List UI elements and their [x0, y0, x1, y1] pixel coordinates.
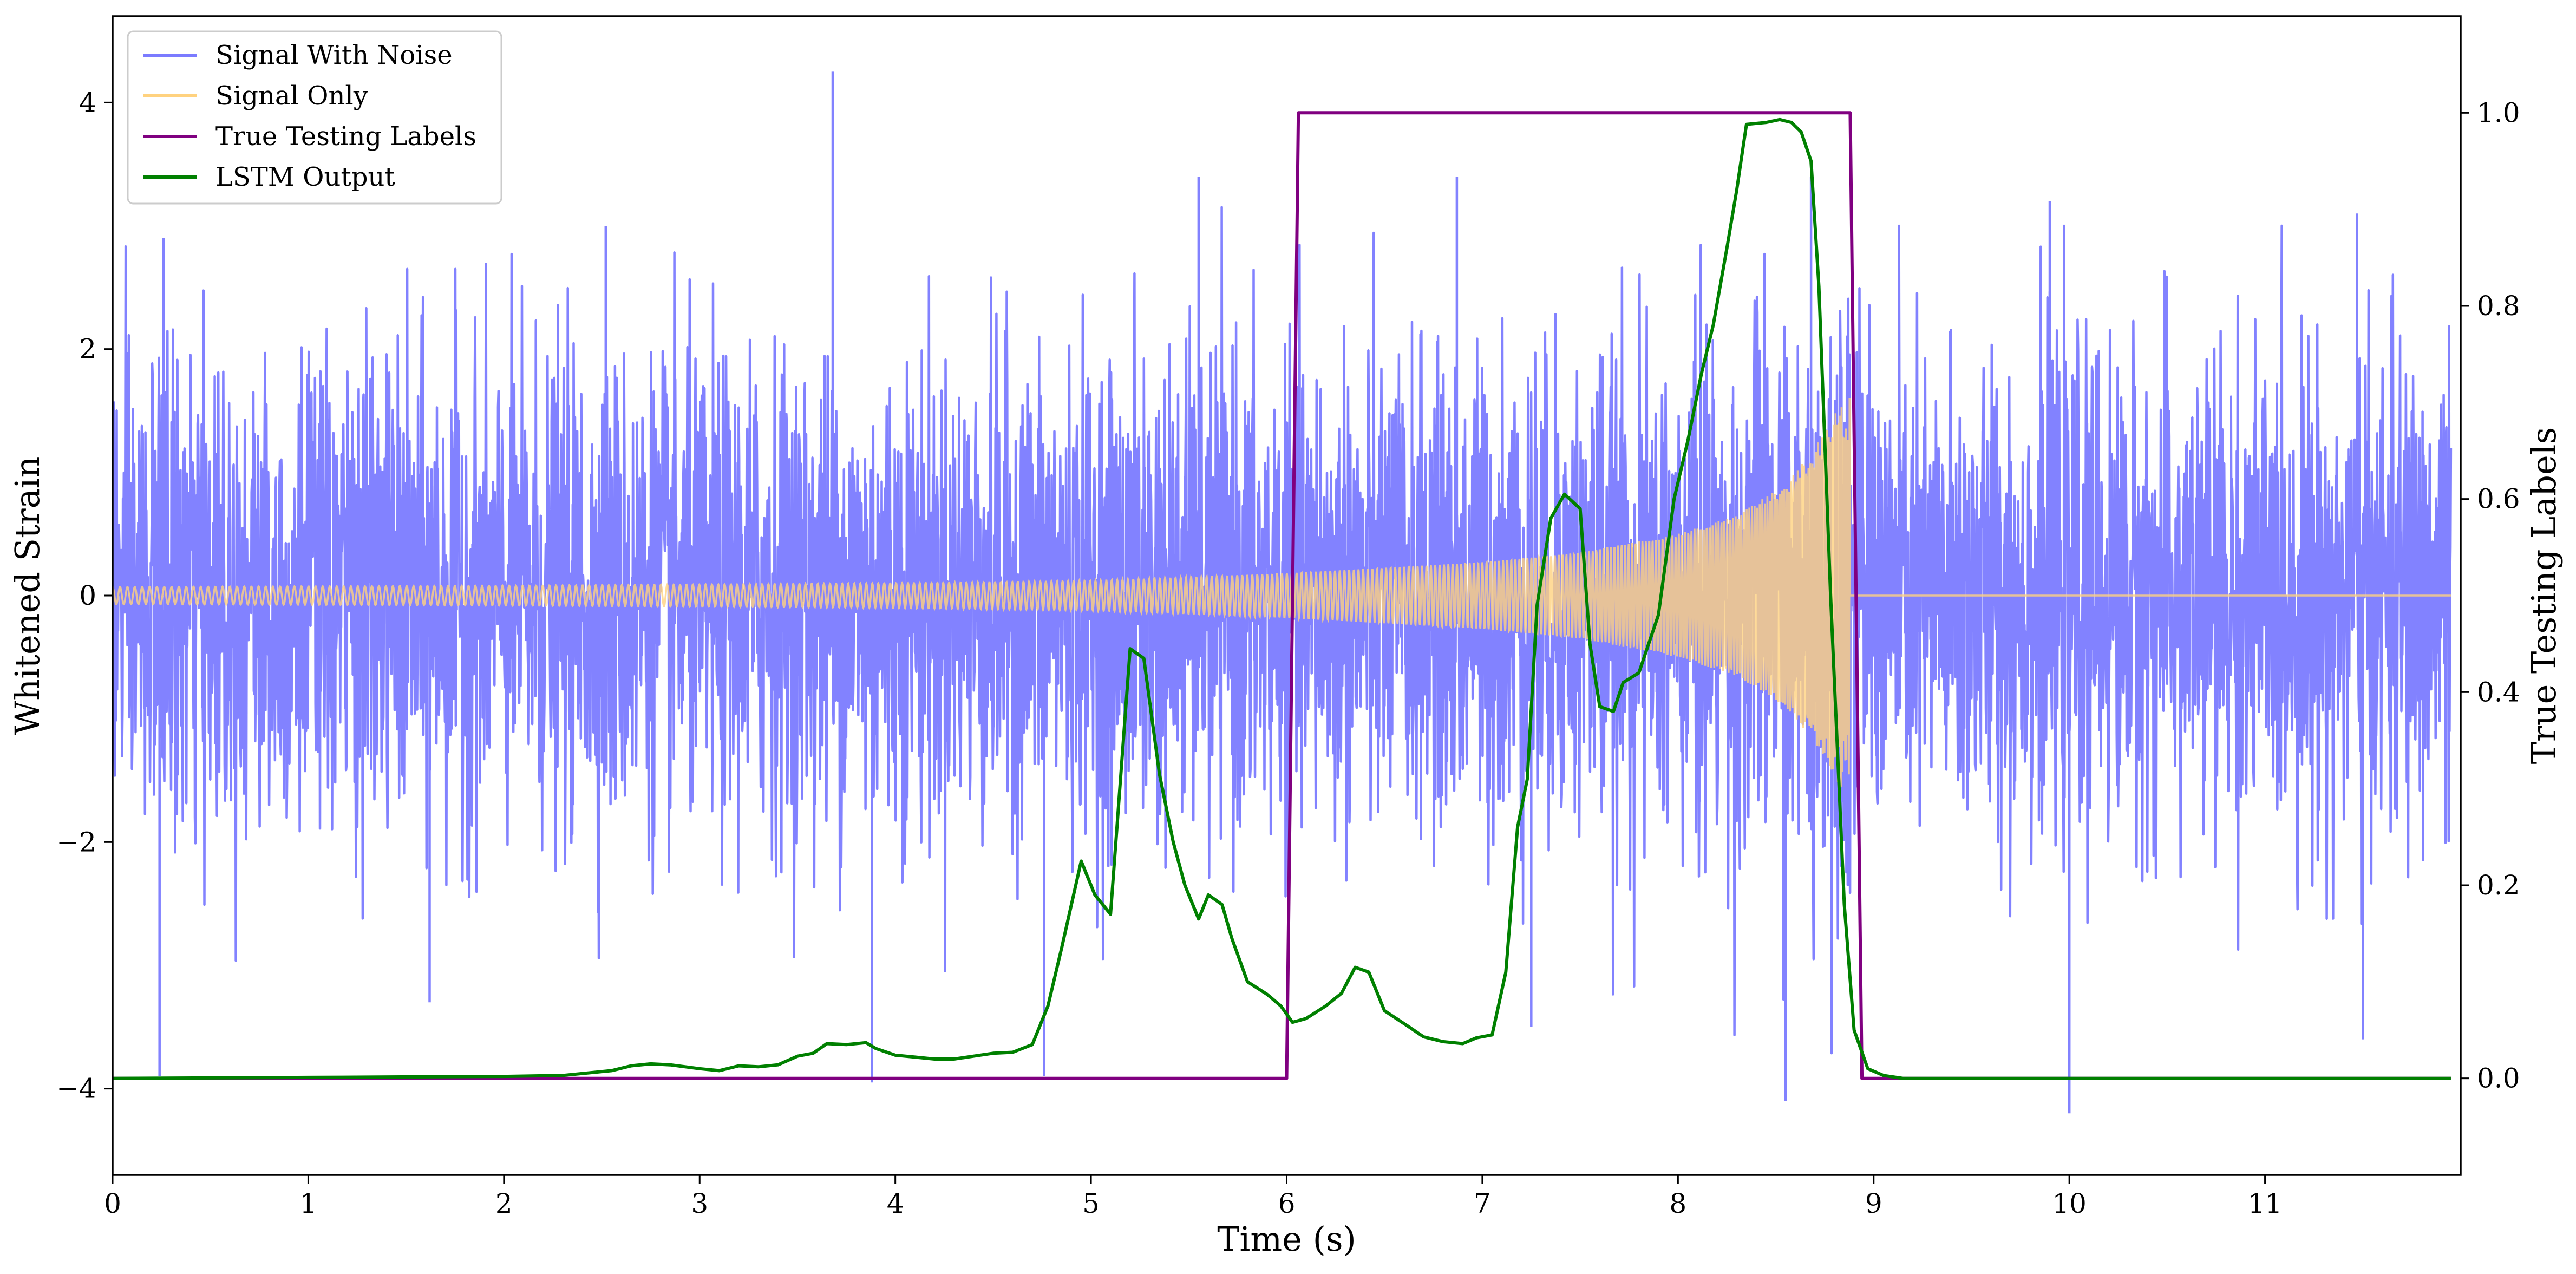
legend-label: LSTM Output: [215, 162, 395, 192]
y-right-tick-label: 0.8: [2477, 290, 2520, 322]
x-tick-label: 5: [1082, 1188, 1100, 1219]
y-right-tick-label: 0.6: [2477, 484, 2520, 515]
legend-label: Signal Only: [215, 81, 368, 111]
x-tick-label: 8: [1669, 1188, 1686, 1219]
y-left-tick-label: 2: [79, 334, 96, 365]
y-right-tick-label: 0.0: [2477, 1063, 2520, 1094]
series-signal-with-noise: [113, 71, 2453, 1114]
x-axis-label: Time (s): [1217, 1219, 1356, 1259]
y-left-tick-label: 4: [79, 87, 96, 118]
x-tick-label: 11: [2248, 1188, 2283, 1219]
y-left-tick-label: 0: [79, 580, 96, 611]
x-tick-label: 6: [1278, 1188, 1296, 1219]
y-right-axis-label: True Testing Labels: [2524, 427, 2564, 765]
x-tick-label: 4: [887, 1188, 904, 1219]
plot-area: [113, 71, 2453, 1114]
y-left-tick-label: −4: [56, 1073, 96, 1105]
x-tick-label: 10: [2052, 1188, 2087, 1219]
legend-box: [127, 30, 502, 205]
axes: 0 1 2 3 4 5 6 7 8 9 10 11 −4 −2 0 2 4 0.0 0.2 0.4 0.6 0.8 1.0 T…: [8, 15, 2564, 1259]
x-tick-label: 9: [1865, 1188, 1882, 1219]
y-right-tick-label: 1.0: [2477, 97, 2520, 128]
x-tick-label: 1: [300, 1188, 317, 1219]
y-left-axis-label: Whitened Strain: [8, 456, 47, 735]
x-tick-label: 7: [1474, 1188, 1491, 1219]
y-right-tick-label: 0.2: [2477, 870, 2520, 901]
y-right-tick-label: 0.4: [2477, 676, 2520, 708]
x-tick-label: 3: [691, 1188, 708, 1219]
legend: Signal With Noise Signal Only True Testing…: [127, 30, 502, 205]
legend-label: Signal With Noise: [215, 40, 453, 70]
series-lstm-output: [113, 117, 2451, 1080]
x-tick-label: 0: [104, 1188, 121, 1219]
plot-clip: [113, 71, 2453, 1114]
legend-label: True Testing Labels: [215, 121, 476, 152]
y-left-tick-label: −2: [56, 826, 96, 858]
x-tick-label: 2: [495, 1188, 513, 1219]
series-signal-only: [113, 397, 2451, 787]
